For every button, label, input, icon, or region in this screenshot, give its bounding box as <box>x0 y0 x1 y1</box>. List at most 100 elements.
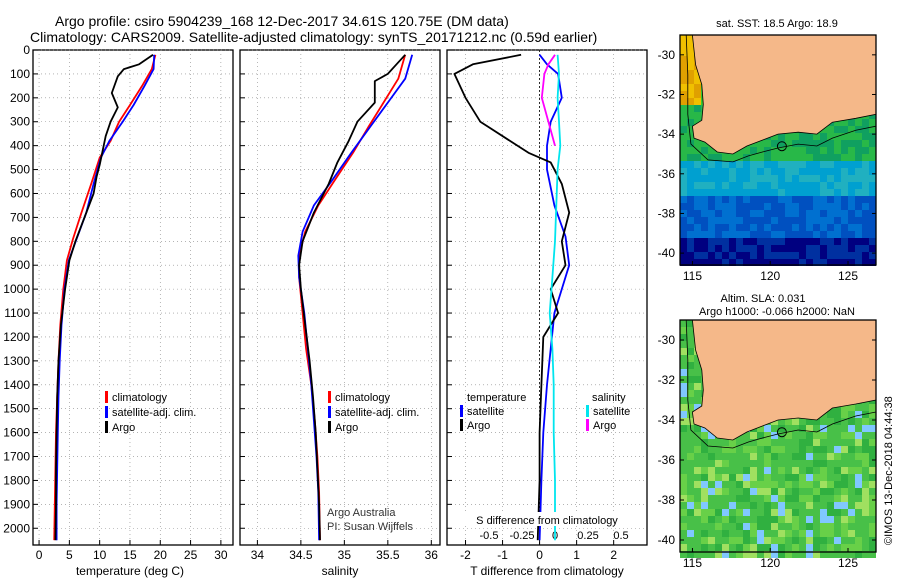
map-cell <box>764 231 771 238</box>
map-cell <box>771 182 778 189</box>
map-cell <box>743 182 750 189</box>
map-cell <box>680 161 687 168</box>
map-cell <box>722 210 729 217</box>
map-cell <box>694 91 701 98</box>
map-cell <box>820 259 827 266</box>
map-cell <box>827 140 834 147</box>
s-tick-label: 0.25 <box>577 530 598 542</box>
map-cell <box>806 140 813 147</box>
map-cell <box>855 210 862 217</box>
map-cell <box>813 238 820 245</box>
map-cell <box>771 203 778 210</box>
map-cell <box>680 252 687 259</box>
s-difference-axis-label: S difference from climatology <box>476 515 618 527</box>
map-cell <box>680 49 687 56</box>
y-tick-label: 900 <box>10 258 30 272</box>
map-cell <box>799 196 806 203</box>
map-cell <box>743 147 750 154</box>
map-cell <box>813 502 820 509</box>
map-cell <box>715 537 722 544</box>
map-cell <box>827 418 834 425</box>
map-cell <box>869 119 876 126</box>
map-cell <box>722 523 729 530</box>
map-cell <box>680 70 687 77</box>
map-cell <box>736 217 743 224</box>
map-cell <box>820 439 827 446</box>
map-cell <box>834 217 841 224</box>
map-cell <box>701 481 708 488</box>
map-cell <box>841 140 848 147</box>
map-cell <box>743 453 750 460</box>
map-cell <box>715 203 722 210</box>
lat-tick-label: -36 <box>658 453 676 467</box>
map-cell <box>855 196 862 203</box>
map-cell <box>785 537 792 544</box>
map-cell <box>715 161 722 168</box>
map-cell <box>799 231 806 238</box>
sla-map-title-line2: Argo h1000: -0.066 h2000: NaN <box>699 306 855 318</box>
map-cell <box>736 210 743 217</box>
x-tick-label: 34 <box>251 548 265 562</box>
map-cell <box>841 404 848 411</box>
map-cell <box>680 224 687 231</box>
map-cell <box>694 509 701 516</box>
map-cell <box>792 168 799 175</box>
map-cell <box>785 474 792 481</box>
map-cell <box>820 175 827 182</box>
legend-label-satellite: satellite-adj. clim. <box>335 407 419 419</box>
map-cell <box>806 544 813 551</box>
map-cell <box>694 467 701 474</box>
map-cell <box>729 509 736 516</box>
map-cell <box>785 168 792 175</box>
map-cell <box>729 203 736 210</box>
map-cell <box>869 439 876 446</box>
x-tick-label: 36 <box>425 548 439 562</box>
map-cell <box>764 474 771 481</box>
map-cell <box>715 474 722 481</box>
lon-tick-label: 115 <box>683 556 702 570</box>
map-cell <box>785 238 792 245</box>
map-cell <box>834 495 841 502</box>
map-cell <box>757 182 764 189</box>
map-cell <box>848 439 855 446</box>
map-cell <box>764 530 771 537</box>
map-cell <box>862 537 869 544</box>
map-cell <box>862 126 869 133</box>
map-cell <box>841 259 848 266</box>
map-cell <box>771 154 778 161</box>
map-cell <box>792 418 799 425</box>
map-cell <box>722 175 729 182</box>
map-cell <box>722 495 729 502</box>
map-cell <box>785 133 792 140</box>
map-cell <box>834 203 841 210</box>
map-cell <box>694 112 701 119</box>
map-cell <box>841 551 848 558</box>
map-cell <box>848 231 855 238</box>
y-tick-label: 2000 <box>3 521 30 535</box>
map-cell <box>680 259 687 266</box>
map-cell <box>680 516 687 523</box>
map-cell <box>757 502 764 509</box>
map-cell <box>680 530 687 537</box>
map-cell <box>827 516 834 523</box>
map-cell <box>841 446 848 453</box>
map-cell <box>708 551 715 558</box>
map-cell <box>687 320 694 327</box>
map-cell <box>827 210 834 217</box>
map-cell <box>806 154 813 161</box>
map-cell <box>834 502 841 509</box>
map-cell <box>715 224 722 231</box>
map-cell <box>750 224 757 231</box>
map-cell <box>848 418 855 425</box>
map-cell <box>869 189 876 196</box>
map-cell <box>750 467 757 474</box>
series-line-t-argo <box>453 53 571 541</box>
map-cell <box>722 154 729 161</box>
map-cell <box>750 446 757 453</box>
map-cell <box>862 210 869 217</box>
map-cell <box>841 530 848 537</box>
map-cell <box>869 182 876 189</box>
map-cell <box>694 231 701 238</box>
map-cell <box>771 175 778 182</box>
map-cell <box>799 460 806 467</box>
